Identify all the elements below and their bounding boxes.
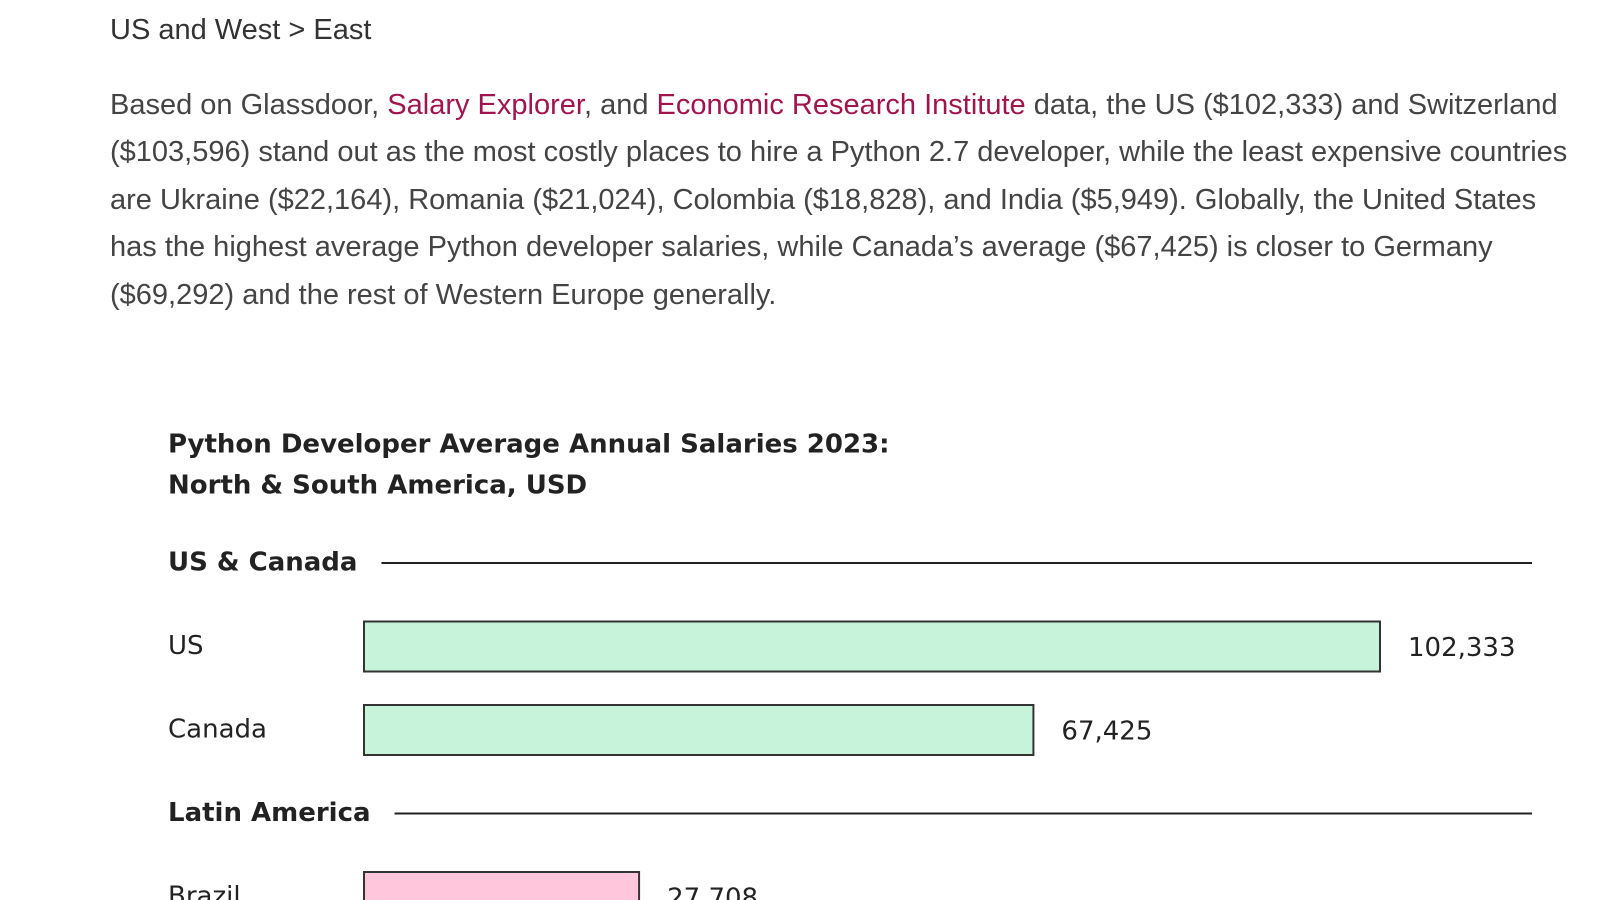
bar	[363, 704, 1035, 756]
text-span: data, the US ($102,333) and Switzerland …	[110, 89, 1568, 311]
section-heading: US and West > East	[110, 14, 372, 46]
bar	[363, 620, 1381, 673]
value-label: 27,708	[667, 884, 758, 900]
chart-subtitle: North & South America, USD	[168, 471, 587, 501]
value-label: 67,425	[1061, 717, 1152, 747]
category-label: Canada	[168, 715, 267, 745]
text-span: , and	[583, 89, 657, 121]
link[interactable]: Economic Research Institute	[656, 89, 1026, 121]
group-label: US & Canada	[168, 548, 357, 578]
group-label: Latin America	[168, 798, 371, 828]
category-label: US	[168, 631, 204, 661]
link[interactable]: Salary Explorer	[387, 89, 584, 121]
chart-title: Python Developer Average Annual Salaries…	[168, 430, 890, 460]
value-label: 102,333	[1408, 633, 1516, 663]
category-label: Brazil	[168, 882, 241, 900]
text-span: Based on Glassdoor,	[110, 89, 388, 121]
paragraph: Based on Glassdoor, Salary Explorer, and…	[110, 82, 1570, 319]
bar	[363, 871, 641, 900]
